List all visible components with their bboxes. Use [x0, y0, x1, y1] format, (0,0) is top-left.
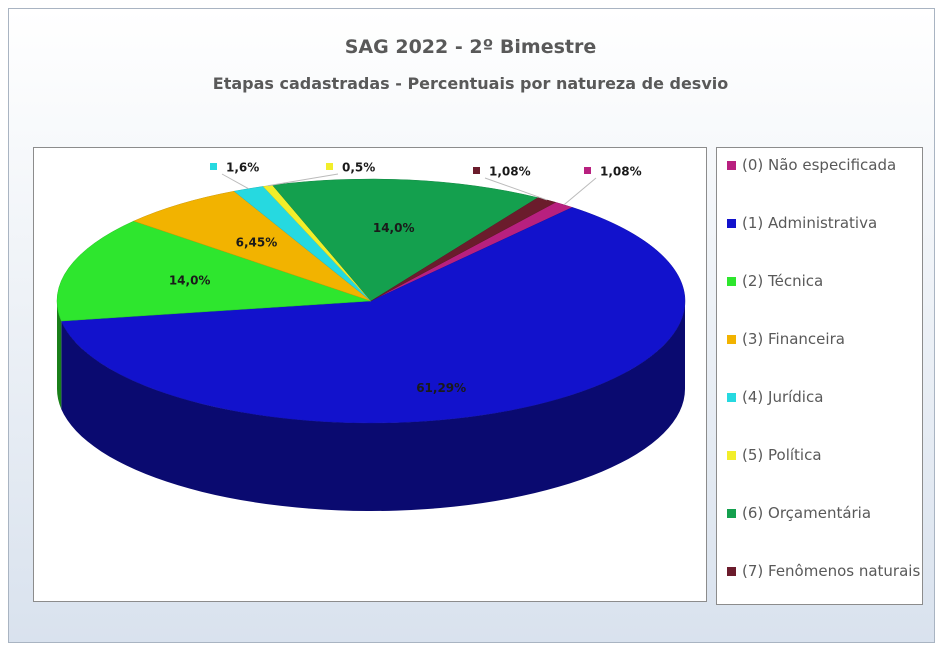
- legend-key: [727, 509, 736, 518]
- legend-key: [727, 451, 736, 460]
- leader-line: [563, 177, 597, 206]
- legend-key: [727, 567, 736, 576]
- legend-item: (5) Política: [717, 444, 922, 502]
- legend: (0) Não especificada (1) Administrativa (2…: [716, 147, 923, 605]
- data-label: 1,08%: [489, 165, 531, 179]
- slice-side: [61, 301, 686, 511]
- data-label: 61,29%: [416, 381, 466, 395]
- leader-line: [221, 173, 249, 190]
- legend-label: (4) Jurídica: [742, 388, 824, 406]
- legend-item: (2) Técnica: [717, 270, 922, 328]
- legend-label: (3) Financeira: [742, 330, 845, 348]
- legend-item: (7) Fenômenos naturais: [717, 560, 922, 618]
- data-label: 14,0%: [373, 221, 415, 235]
- legend-key: [727, 277, 736, 286]
- legend-item: (6) Orçamentária: [717, 502, 922, 560]
- label-key: [584, 167, 591, 174]
- data-label: 0,5%: [342, 161, 375, 175]
- label-key: [326, 163, 333, 170]
- legend-label: (7) Fenômenos naturais: [742, 562, 921, 580]
- data-label: 6,45%: [236, 235, 278, 249]
- legend-item: (3) Financeira: [717, 328, 922, 386]
- legend-label: (2) Técnica: [742, 272, 824, 290]
- label-key: [473, 167, 480, 174]
- slice: [133, 190, 372, 302]
- pie-chart: 1,08% 61,29% 14,0% 6,45% 1,6% 0,5% 14,0% 1,08%: [56, 161, 686, 511]
- legend-item: (0) Não especificada: [717, 154, 922, 212]
- leader-line: [484, 177, 548, 201]
- slice-side: [57, 301, 62, 410]
- plot-area: 1,08% 61,29% 14,0% 6,45% 1,6% 0,5% 14,0% 1,08%: [33, 147, 707, 602]
- legend-key: [727, 161, 736, 170]
- legend-key: [727, 393, 736, 402]
- data-label: 14,0%: [169, 274, 211, 288]
- data-label: 1,6%: [226, 161, 259, 175]
- slice: [271, 178, 539, 302]
- chart-subtitle: Etapas cadastradas - Percentuais por nat…: [212, 74, 729, 93]
- slice: [56, 220, 372, 322]
- label-key: [210, 163, 217, 170]
- slice: [370, 197, 557, 302]
- data-label: 1,08%: [600, 165, 642, 179]
- leader-line: [267, 173, 339, 187]
- legend-label: (0) Não especificada: [742, 156, 897, 174]
- legend-label: (6) Orçamentária: [742, 504, 872, 522]
- chart-title: SAG 2022 - 2º Bimestre: [344, 36, 597, 58]
- slice: [60, 207, 686, 424]
- legend-label: (1) Administrativa: [742, 214, 878, 232]
- legend-key: [727, 219, 736, 228]
- legend-key: [727, 335, 736, 344]
- legend-item: (1) Administrativa: [717, 212, 922, 270]
- legend-item: (4) Jurídica: [717, 386, 922, 444]
- legend-label: (5) Política: [742, 446, 822, 464]
